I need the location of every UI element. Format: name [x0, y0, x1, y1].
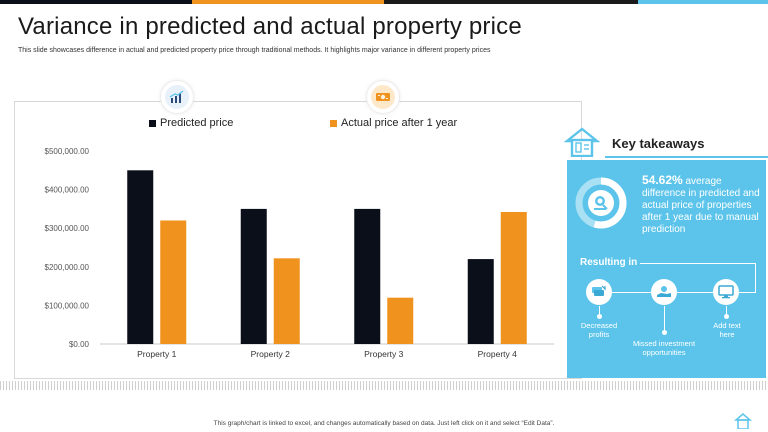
magnifier-icon: [594, 196, 608, 210]
result-label-decreased-profits: Decreased profits: [580, 321, 618, 339]
y-tick-label: $0.00: [69, 340, 90, 349]
actual-bar-1: [160, 220, 187, 344]
predicted-bar-2: [240, 208, 267, 344]
page-title: Variance in predicted and actual propert…: [18, 13, 522, 40]
legend-predicted-swatch: [149, 119, 156, 127]
actual-bar-2: [273, 258, 300, 344]
top-color-bar: [0, 0, 768, 4]
takeaways-title: Key takeaways: [612, 136, 705, 151]
cash-decrease-icon: [586, 279, 612, 305]
actual-bar-4: [500, 211, 527, 344]
top-bar-orange-segment: [192, 0, 384, 4]
predicted-bar-1: [127, 170, 154, 344]
result-dot-1: [597, 314, 602, 319]
x-tick-label: Property 4: [478, 349, 517, 359]
top-bar-dark-segment: [0, 0, 192, 4]
y-tick-label: $400,000.00: [45, 186, 90, 195]
legend-actual-label: Actual price after 1 year: [341, 117, 458, 129]
house-icon: [563, 127, 601, 157]
y-tick-label: $100,000.00: [45, 301, 90, 310]
legend-predicted: Predicted price: [149, 117, 233, 129]
predicted-series-badge: [160, 80, 194, 114]
result-label-missed-opportunities: Missed investment opportunities: [632, 339, 696, 357]
y-tick-label: $200,000.00: [45, 263, 90, 272]
x-tick-label: Property 2: [251, 349, 290, 359]
result-dot-3: [724, 314, 729, 319]
resulting-in-label: Resulting in: [580, 257, 638, 268]
resulting-bracket-top: [640, 263, 756, 264]
actual-bar-3: [387, 297, 414, 344]
decorative-stripe-rule: [0, 381, 768, 390]
resulting-bracket-right: [755, 263, 756, 292]
result-stem-2: [664, 306, 665, 333]
takeaway-stat-text: 54.62% average difference in predicted a…: [642, 174, 762, 236]
money-icon: [371, 85, 395, 109]
predicted-bar-4: [467, 259, 494, 344]
monitor-icon: [713, 279, 739, 305]
y-tick-label: $300,000.00: [45, 224, 90, 233]
top-bar-blue-segment: [638, 0, 768, 4]
page-subtitle: This slide showcases difference in actua…: [18, 47, 491, 54]
percentage-donut: [575, 177, 627, 229]
x-tick-label: Property 3: [364, 349, 403, 359]
takeaway-average-word: average: [682, 176, 722, 187]
percentage-donut-arc: [575, 177, 627, 229]
actual-series-badge: [366, 80, 400, 114]
footer-note: This graph/chart is linked to excel, and…: [213, 420, 555, 427]
chart-growth-icon: [165, 85, 189, 109]
legend-actual-swatch: [330, 119, 337, 127]
result-label-add-text: Add text here: [713, 321, 741, 339]
result-stem-1: [599, 306, 600, 316]
result-stem-3: [726, 306, 727, 316]
takeaways-header-underline: [605, 156, 768, 158]
hand-money-icon: [651, 279, 677, 305]
result-dot-2: [662, 330, 667, 335]
legend-predicted-label: Predicted price: [160, 117, 234, 129]
resulting-connector-line: [600, 292, 756, 293]
predicted-bar-3: [354, 208, 381, 344]
legend-actual: Actual price after 1 year: [330, 117, 457, 129]
takeaway-description: difference in predicted and actual price…: [642, 188, 760, 235]
y-tick-label: $500,000.00: [45, 147, 90, 156]
x-tick-label: Property 1: [137, 349, 176, 359]
corner-house-icon: [734, 413, 752, 429]
top-bar-black-segment: [384, 0, 638, 4]
takeaway-percent: 54.62%: [642, 173, 683, 187]
